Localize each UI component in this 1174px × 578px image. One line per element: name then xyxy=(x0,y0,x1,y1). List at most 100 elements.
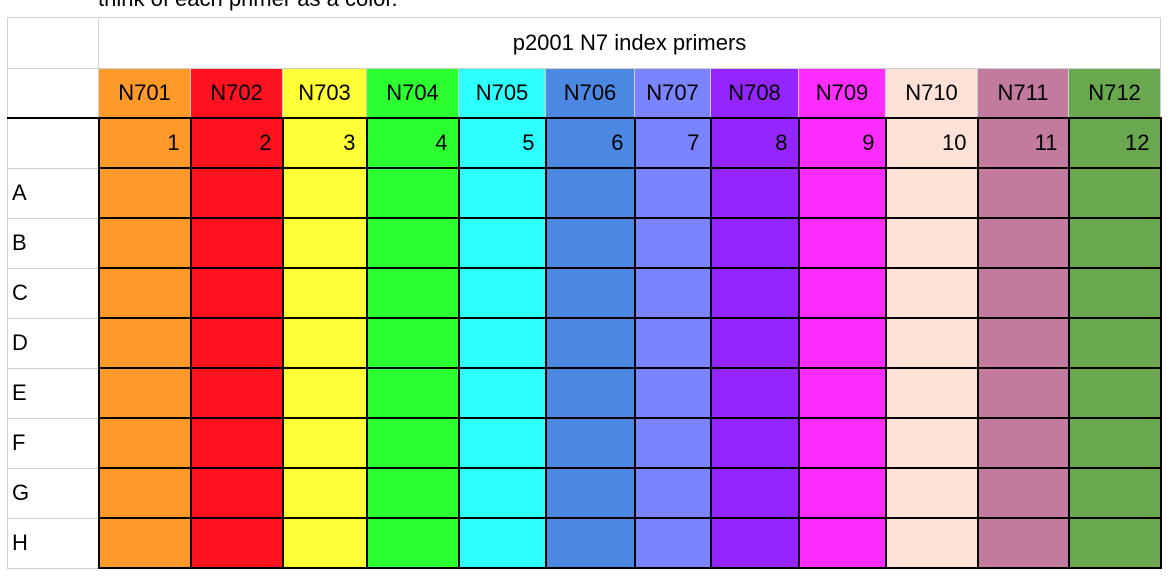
well-b8[interactable] xyxy=(709,217,800,269)
well-g1[interactable] xyxy=(97,467,192,519)
well-d8[interactable] xyxy=(709,317,800,369)
well-a1[interactable] xyxy=(97,167,192,219)
well-h9[interactable] xyxy=(797,517,887,569)
column-number-3[interactable]: 3 xyxy=(281,117,368,169)
well-g7[interactable] xyxy=(633,467,712,519)
well-d10[interactable] xyxy=(884,317,979,369)
well-a8[interactable] xyxy=(709,167,800,219)
well-c3[interactable] xyxy=(281,267,368,319)
well-c4[interactable] xyxy=(365,267,460,319)
well-h4[interactable] xyxy=(365,517,460,569)
well-f8[interactable] xyxy=(709,417,800,469)
well-f12[interactable] xyxy=(1067,417,1162,469)
well-h8[interactable] xyxy=(709,517,800,569)
well-e5[interactable] xyxy=(457,367,547,419)
well-g9[interactable] xyxy=(797,467,887,519)
column-number-6[interactable]: 6 xyxy=(544,117,636,169)
primer-n704-cell[interactable]: N704 xyxy=(366,68,459,119)
well-d9[interactable] xyxy=(797,317,887,369)
well-c9[interactable] xyxy=(797,267,887,319)
well-h2[interactable] xyxy=(189,517,284,569)
well-h3[interactable] xyxy=(281,517,368,569)
well-g3[interactable] xyxy=(281,467,368,519)
column-number-8[interactable]: 8 xyxy=(709,117,800,169)
well-c2[interactable] xyxy=(189,267,284,319)
well-f10[interactable] xyxy=(884,417,979,469)
well-b2[interactable] xyxy=(189,217,284,269)
well-c5[interactable] xyxy=(457,267,547,319)
well-d2[interactable] xyxy=(189,317,284,369)
well-b12[interactable] xyxy=(1067,217,1162,269)
well-g12[interactable] xyxy=(1067,467,1162,519)
well-a7[interactable] xyxy=(633,167,712,219)
well-h1[interactable] xyxy=(97,517,192,569)
primer-n708-cell[interactable]: N708 xyxy=(710,68,799,119)
row-label[interactable]: F xyxy=(7,417,100,469)
well-d6[interactable] xyxy=(544,317,636,369)
well-e2[interactable] xyxy=(189,367,284,419)
well-a11[interactable] xyxy=(976,167,1070,219)
column-number-11[interactable]: 11 xyxy=(976,117,1070,169)
well-e7[interactable] xyxy=(633,367,712,419)
well-g2[interactable] xyxy=(189,467,284,519)
well-h5[interactable] xyxy=(457,517,547,569)
well-g11[interactable] xyxy=(976,467,1070,519)
row-label[interactable]: E xyxy=(7,367,100,419)
column-number-10[interactable]: 10 xyxy=(884,117,979,169)
column-number-12[interactable]: 12 xyxy=(1067,117,1162,169)
row-label[interactable]: H xyxy=(7,517,100,569)
well-f7[interactable] xyxy=(633,417,712,469)
well-b7[interactable] xyxy=(633,217,712,269)
primer-n703-cell[interactable]: N703 xyxy=(282,68,367,119)
well-h6[interactable] xyxy=(544,517,636,569)
row-label[interactable]: C xyxy=(7,267,100,319)
column-number-5[interactable]: 5 xyxy=(457,117,547,169)
well-e3[interactable] xyxy=(281,367,368,419)
well-e1[interactable] xyxy=(97,367,192,419)
well-d12[interactable] xyxy=(1067,317,1162,369)
well-e11[interactable] xyxy=(976,367,1070,419)
well-a12[interactable] xyxy=(1067,167,1162,219)
well-c7[interactable] xyxy=(633,267,712,319)
well-e4[interactable] xyxy=(365,367,460,419)
well-a3[interactable] xyxy=(281,167,368,219)
well-f2[interactable] xyxy=(189,417,284,469)
well-a6[interactable] xyxy=(544,167,636,219)
well-e8[interactable] xyxy=(709,367,800,419)
well-h7[interactable] xyxy=(633,517,712,569)
well-d5[interactable] xyxy=(457,317,547,369)
well-e9[interactable] xyxy=(797,367,887,419)
well-a5[interactable] xyxy=(457,167,547,219)
row-label[interactable]: G xyxy=(7,467,100,519)
well-c10[interactable] xyxy=(884,267,979,319)
primer-n710-cell[interactable]: N710 xyxy=(885,68,978,119)
well-a9[interactable] xyxy=(797,167,887,219)
row-label[interactable]: B xyxy=(7,217,100,269)
primer-n702-cell[interactable]: N702 xyxy=(190,68,283,119)
well-d3[interactable] xyxy=(281,317,368,369)
well-f11[interactable] xyxy=(976,417,1070,469)
primer-n707-cell[interactable]: N707 xyxy=(634,68,711,119)
well-h11[interactable] xyxy=(976,517,1070,569)
well-f3[interactable] xyxy=(281,417,368,469)
column-number-4[interactable]: 4 xyxy=(365,117,460,169)
primer-n709-cell[interactable]: N709 xyxy=(798,68,886,119)
well-a10[interactable] xyxy=(884,167,979,219)
well-c11[interactable] xyxy=(976,267,1070,319)
well-b11[interactable] xyxy=(976,217,1070,269)
well-g8[interactable] xyxy=(709,467,800,519)
well-c8[interactable] xyxy=(709,267,800,319)
well-e10[interactable] xyxy=(884,367,979,419)
well-h10[interactable] xyxy=(884,517,979,569)
well-g10[interactable] xyxy=(884,467,979,519)
well-c6[interactable] xyxy=(544,267,636,319)
well-f1[interactable] xyxy=(97,417,192,469)
well-g6[interactable] xyxy=(544,467,636,519)
well-g5[interactable] xyxy=(457,467,547,519)
column-number-7[interactable]: 7 xyxy=(633,117,712,169)
row-label[interactable]: A xyxy=(7,167,100,219)
well-b9[interactable] xyxy=(797,217,887,269)
primer-n701-cell[interactable]: N701 xyxy=(98,68,191,119)
well-b10[interactable] xyxy=(884,217,979,269)
column-number-9[interactable]: 9 xyxy=(797,117,887,169)
